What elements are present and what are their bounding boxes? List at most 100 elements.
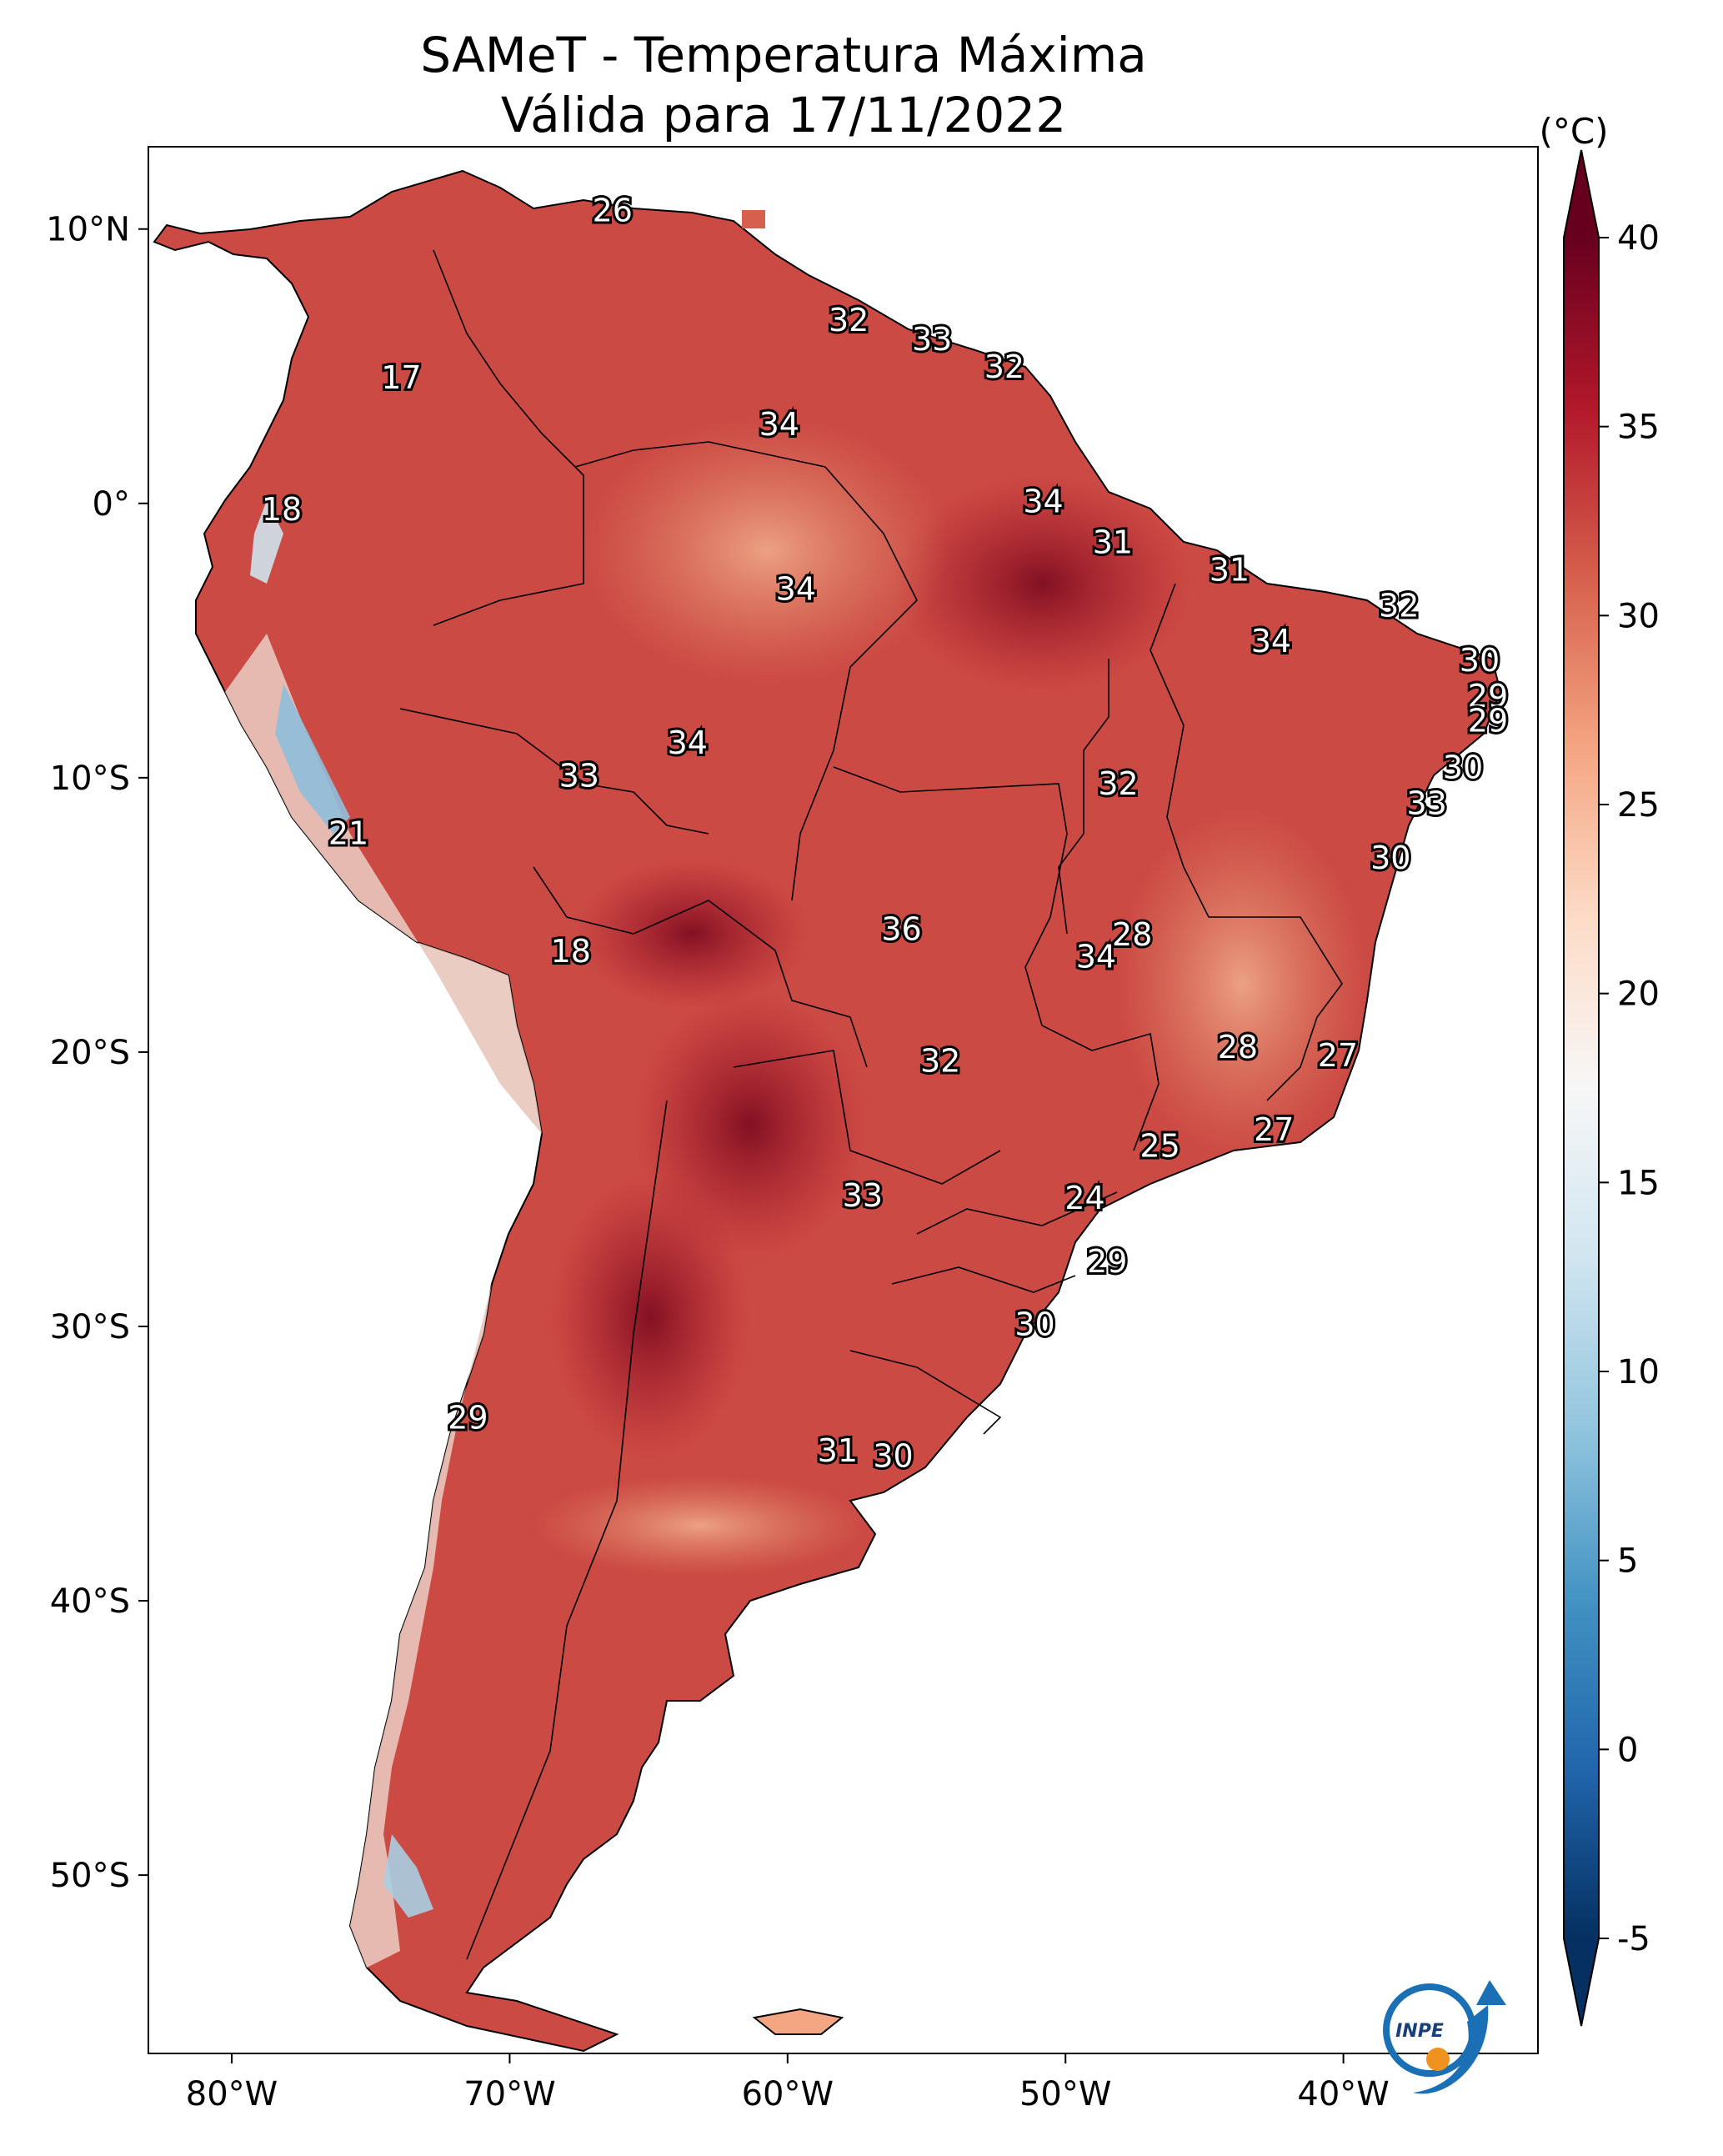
station-temperature-label: 29 bbox=[1468, 678, 1508, 714]
station-temperature-label: 29 bbox=[1468, 703, 1508, 740]
hot-zone-para bbox=[892, 475, 1192, 692]
colorbar-bar bbox=[1564, 238, 1599, 1938]
lat-tick-label: 30°S bbox=[50, 1308, 130, 1346]
border-venezuela-brazil bbox=[574, 441, 826, 468]
station-temperature-label: 31 bbox=[1210, 552, 1250, 589]
station-temperature-label: 29 bbox=[1087, 1243, 1127, 1280]
station-temperature-label: 30 bbox=[873, 1437, 913, 1474]
station-temperature-label: 24 bbox=[1064, 1180, 1104, 1216]
station-temperature-label: 17 bbox=[381, 359, 421, 396]
station-temperature-label: 32 bbox=[984, 348, 1024, 385]
temperature-field bbox=[153, 169, 1502, 2053]
station-temperature-label: 31 bbox=[1093, 524, 1133, 561]
longitude-axis: 80°W 70°W 60°W 50°W 40°W bbox=[186, 2053, 1390, 2113]
border-goias-minas bbox=[1024, 916, 1160, 1151]
border-maranhao bbox=[1150, 583, 1185, 868]
station-temperature-label: 30 bbox=[1460, 642, 1500, 679]
border-paraguay bbox=[733, 1050, 1001, 1185]
station-temperature-label: 34 bbox=[668, 725, 708, 761]
station-temperature-label: 18 bbox=[551, 933, 591, 970]
station-temperature-label: 31 bbox=[818, 1432, 858, 1469]
lon-tick-label: 60°W bbox=[742, 2075, 834, 2113]
warm-zone-amazonas bbox=[584, 417, 950, 684]
border-amazonas-para bbox=[791, 466, 918, 901]
map-title: SAMeT - Temperatura Máxima Válida para 1… bbox=[0, 25, 1567, 145]
title-line-1: SAMeT - Temperatura Máxima bbox=[420, 27, 1147, 83]
station-temperature-label: 34 bbox=[1076, 939, 1116, 975]
map-frame bbox=[148, 146, 1539, 2054]
warm-zone-minas bbox=[1117, 809, 1367, 1159]
station-temperature-label: 34 bbox=[776, 571, 816, 608]
border-rio-grande bbox=[849, 1350, 1002, 1435]
station-temperature-label: 21 bbox=[328, 815, 368, 851]
border-mato-grosso bbox=[833, 766, 1068, 918]
logo-swoosh bbox=[1413, 2005, 1489, 2094]
colorbar: (°C) -5 0 5 10 15 20 25 30 35 40 bbox=[1539, 111, 1660, 2027]
station-temperature-label: 33 bbox=[559, 757, 599, 794]
station-temperature-label: 25 bbox=[1139, 1128, 1180, 1165]
colorbar-tick-label: 15 bbox=[1617, 1164, 1660, 1202]
station-temperature-label: 33 bbox=[1406, 785, 1446, 821]
latitude-axis: 10°N 0° 10°S 20°S 30°S 40°S 50°S bbox=[46, 211, 148, 1895]
station-temperature-label: 28 bbox=[1112, 916, 1152, 953]
lon-tick-label: 50°W bbox=[1019, 2075, 1111, 2113]
colorbar-tick-label: 30 bbox=[1617, 597, 1660, 635]
hot-zone-chaco-2 bbox=[634, 992, 867, 1259]
political-borders bbox=[399, 249, 1343, 1960]
station-temperature-label: 27 bbox=[1318, 1037, 1358, 1074]
falklands-islands bbox=[752, 2008, 844, 2035]
lon-tick-label: 40°W bbox=[1297, 2075, 1389, 2113]
station-temperature-label: 30 bbox=[1014, 1306, 1054, 1342]
andes-patagonia-cold bbox=[383, 1834, 433, 1918]
colorbar-tick-label: 5 bbox=[1617, 1542, 1638, 1581]
warm-zone-pampa bbox=[533, 1476, 867, 1576]
colorbar-tick-label: 10 bbox=[1617, 1353, 1660, 1391]
station-temperature-label: 36 bbox=[881, 911, 921, 948]
logo-text: INPE bbox=[1395, 2021, 1444, 2042]
colorbar-tick-label: 25 bbox=[1617, 786, 1660, 825]
colorbar-tick-label: 35 bbox=[1617, 409, 1660, 447]
border-colombia bbox=[433, 249, 584, 626]
logo-arrow bbox=[1476, 1980, 1506, 2005]
colorbar-ticks: -5 0 5 10 15 20 25 30 35 40 bbox=[1599, 219, 1660, 1958]
trinidad-island bbox=[742, 210, 765, 228]
border-bahia bbox=[1183, 866, 1343, 1101]
andes-ecuador-cold bbox=[250, 500, 283, 584]
station-temperature-label: 34 bbox=[759, 406, 799, 443]
colorbar-unit: (°C) bbox=[1539, 111, 1608, 152]
border-bolivia bbox=[533, 866, 868, 1068]
station-temperature-label: 27 bbox=[1254, 1111, 1294, 1148]
title-line-2: Válida para 17/11/2022 bbox=[500, 87, 1067, 143]
station-temperature-label: 34 bbox=[1251, 623, 1291, 659]
station-temperature-label: 33 bbox=[912, 321, 952, 358]
lat-tick-label: 20°S bbox=[50, 1034, 130, 1072]
station-temperature-label: 32 bbox=[1379, 587, 1419, 624]
colorbar-max-extend bbox=[1564, 150, 1599, 238]
colorbar-min-extend bbox=[1564, 1938, 1599, 2026]
andes-cool-band bbox=[225, 634, 542, 1968]
colorbar-tick-label: 40 bbox=[1617, 219, 1660, 258]
station-temperature-label: 30 bbox=[1443, 749, 1483, 785]
station-temperature-label: 26 bbox=[593, 192, 633, 228]
station-temperature-label: 32 bbox=[1098, 765, 1138, 802]
border-santa-catarina bbox=[891, 1266, 1076, 1293]
station-temperature-label: 32 bbox=[920, 1043, 960, 1080]
colorbar-tick-label: 20 bbox=[1617, 975, 1660, 1014]
border-chile-argentina bbox=[466, 1100, 668, 1960]
station-temperature-label: 33 bbox=[843, 1177, 883, 1214]
hot-zone-chaco-1 bbox=[550, 1176, 750, 1459]
lon-tick-label: 70°W bbox=[463, 2075, 555, 2113]
station-temperature-label: 29 bbox=[448, 1399, 488, 1436]
lat-tick-label: 40°S bbox=[50, 1582, 130, 1621]
colorbar-tick-label: -5 bbox=[1617, 1920, 1650, 1958]
station-temperature-label: 28 bbox=[1218, 1029, 1258, 1065]
border-parana bbox=[916, 1191, 1118, 1235]
logo-orange-dot bbox=[1426, 2048, 1450, 2071]
station-temperature-label: 32 bbox=[829, 302, 869, 338]
station-temperature-label: 34 bbox=[1023, 483, 1063, 519]
andes-peru-cold bbox=[275, 684, 350, 834]
border-tocantins bbox=[1058, 659, 1109, 935]
lat-tick-label: 50°S bbox=[50, 1857, 130, 1895]
